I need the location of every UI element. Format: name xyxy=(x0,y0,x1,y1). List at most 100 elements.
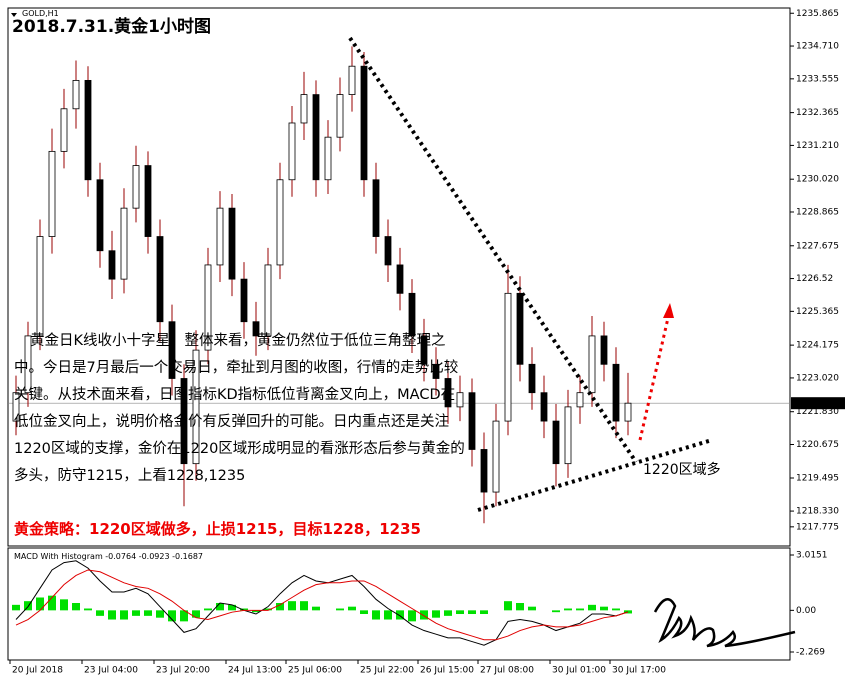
candle-body xyxy=(192,349,200,465)
candle-body xyxy=(168,321,176,379)
macd-bar xyxy=(576,608,584,611)
macd-bar xyxy=(456,610,464,615)
candle-body xyxy=(480,449,488,493)
candle-body xyxy=(240,278,248,323)
macd-bar xyxy=(564,608,572,611)
candle-body xyxy=(72,79,80,110)
analysis-line: 低位金叉向上，说明价格金价有反弹回升的可能。日内重点还是关注 xyxy=(14,413,449,430)
macd-bar xyxy=(372,610,380,620)
x-tick-label: 25 Jul 22:00 xyxy=(360,666,414,676)
candle-body xyxy=(204,264,212,351)
candle-body xyxy=(384,236,392,266)
x-tick-label: 30 Jul 17:00 xyxy=(612,666,666,676)
last-price-label: 1222.130 xyxy=(796,399,839,409)
y-tick-label: 1225.365 xyxy=(796,307,839,317)
x-tick-label: 26 Jul 15:00 xyxy=(420,666,474,676)
macd-header: MACD With Histogram -0.0764 -0.0923 -0.1… xyxy=(14,552,203,561)
plot: 1235.865 1234.710 1233.555 1232.365 1231.210… xyxy=(8,9,845,676)
candle-body xyxy=(348,65,356,95)
macd-bar xyxy=(396,610,404,620)
y-tick-label: 1224.175 xyxy=(796,341,839,351)
x-tick-label: 23 Jul 20:00 xyxy=(156,666,210,676)
candle-body xyxy=(528,363,536,394)
y-tick-label: 1218.330 xyxy=(796,507,839,517)
candle-body xyxy=(144,165,152,237)
candle-body xyxy=(288,122,296,181)
y-tick-label: 1223.020 xyxy=(796,373,839,383)
y-tick-label: 1234.710 xyxy=(796,42,839,52)
macd-bar xyxy=(300,601,308,611)
x-tick-label: 23 Jul 04:00 xyxy=(84,666,138,676)
y-tick-label: 1220.675 xyxy=(796,440,839,450)
macd-bar xyxy=(600,606,608,611)
analysis-line: 关键。从技术面来看，日图指标KD指标低位背离金叉向上，MACD在 xyxy=(14,386,455,403)
candle-body xyxy=(420,335,428,365)
macd-bar xyxy=(336,608,344,611)
y-tick-label: 1231.210 xyxy=(796,141,839,151)
analysis-line: 多头，防守1215，上看1228,1235 xyxy=(14,467,245,484)
candle-body xyxy=(408,292,416,337)
macd-bar xyxy=(108,610,116,620)
chart-title: 2018.7.31.黄金1小时图 xyxy=(12,16,211,37)
candle-body xyxy=(624,402,632,422)
candle-body xyxy=(432,363,440,379)
y-tick-label: -2.269 xyxy=(796,647,825,657)
resistance-line xyxy=(348,36,638,464)
macd-bar xyxy=(120,610,128,620)
macd-bar xyxy=(252,610,260,613)
macd-bar xyxy=(312,606,320,611)
candle-body xyxy=(24,335,32,394)
annotation: 1220区域多 xyxy=(643,461,721,478)
y-tick-label: 1219.495 xyxy=(796,474,839,484)
y-tick-label: 1230.020 xyxy=(796,175,839,185)
candle-body xyxy=(120,207,128,280)
macd-bar xyxy=(612,608,620,611)
symbol: GOLD,H1 xyxy=(22,9,59,18)
candle-body xyxy=(180,378,188,465)
macd-bar xyxy=(516,602,524,611)
candle-body xyxy=(468,392,476,450)
macd-bar xyxy=(96,610,104,616)
macd-bar xyxy=(468,610,476,615)
macd-bar xyxy=(144,610,152,616)
macd-bar xyxy=(12,604,20,611)
macd-bar xyxy=(216,602,224,611)
macd-bar xyxy=(384,610,392,620)
macd-bar xyxy=(48,595,56,611)
x-tick-label: 24 Jul 13:00 xyxy=(228,666,282,676)
macd-bar xyxy=(432,610,440,618)
candle-body xyxy=(360,65,368,181)
macd-bar xyxy=(288,601,296,611)
candle-body xyxy=(552,420,560,465)
candle-body xyxy=(228,207,236,280)
macd-line xyxy=(15,560,629,646)
candle-body xyxy=(444,378,452,408)
y-tick-label: 0.00 xyxy=(796,606,816,616)
macd-bar xyxy=(180,610,188,622)
x-tick-label: 27 Jul 08:00 xyxy=(480,666,534,676)
macd-bar xyxy=(24,601,32,611)
strategy: 黄金策略：1220区域做多，止损1215，目标1228，1235 xyxy=(14,520,421,538)
candle-body xyxy=(48,150,56,237)
macd-bar xyxy=(72,602,80,611)
macd-bar xyxy=(408,610,416,622)
candle-body xyxy=(300,94,308,124)
macd-bar xyxy=(204,608,212,611)
candle-body xyxy=(276,179,284,266)
macd-bar xyxy=(168,610,176,622)
x-tick-label: 20 Jul 2018 xyxy=(12,666,63,676)
macd-bar xyxy=(36,597,44,611)
macd-bar xyxy=(552,610,560,613)
candle-body xyxy=(372,179,380,237)
last-price-box xyxy=(791,397,845,410)
candle-body xyxy=(108,250,116,280)
candle-body xyxy=(156,236,164,323)
y-tick-label: 1235.865 xyxy=(796,9,839,19)
candle-body xyxy=(96,179,104,252)
candle-body xyxy=(516,292,524,365)
y-tick-label: 1228.865 xyxy=(796,207,839,217)
signature xyxy=(653,598,796,648)
y-tick-label: 1232.365 xyxy=(796,108,839,118)
candle-body xyxy=(504,292,512,422)
